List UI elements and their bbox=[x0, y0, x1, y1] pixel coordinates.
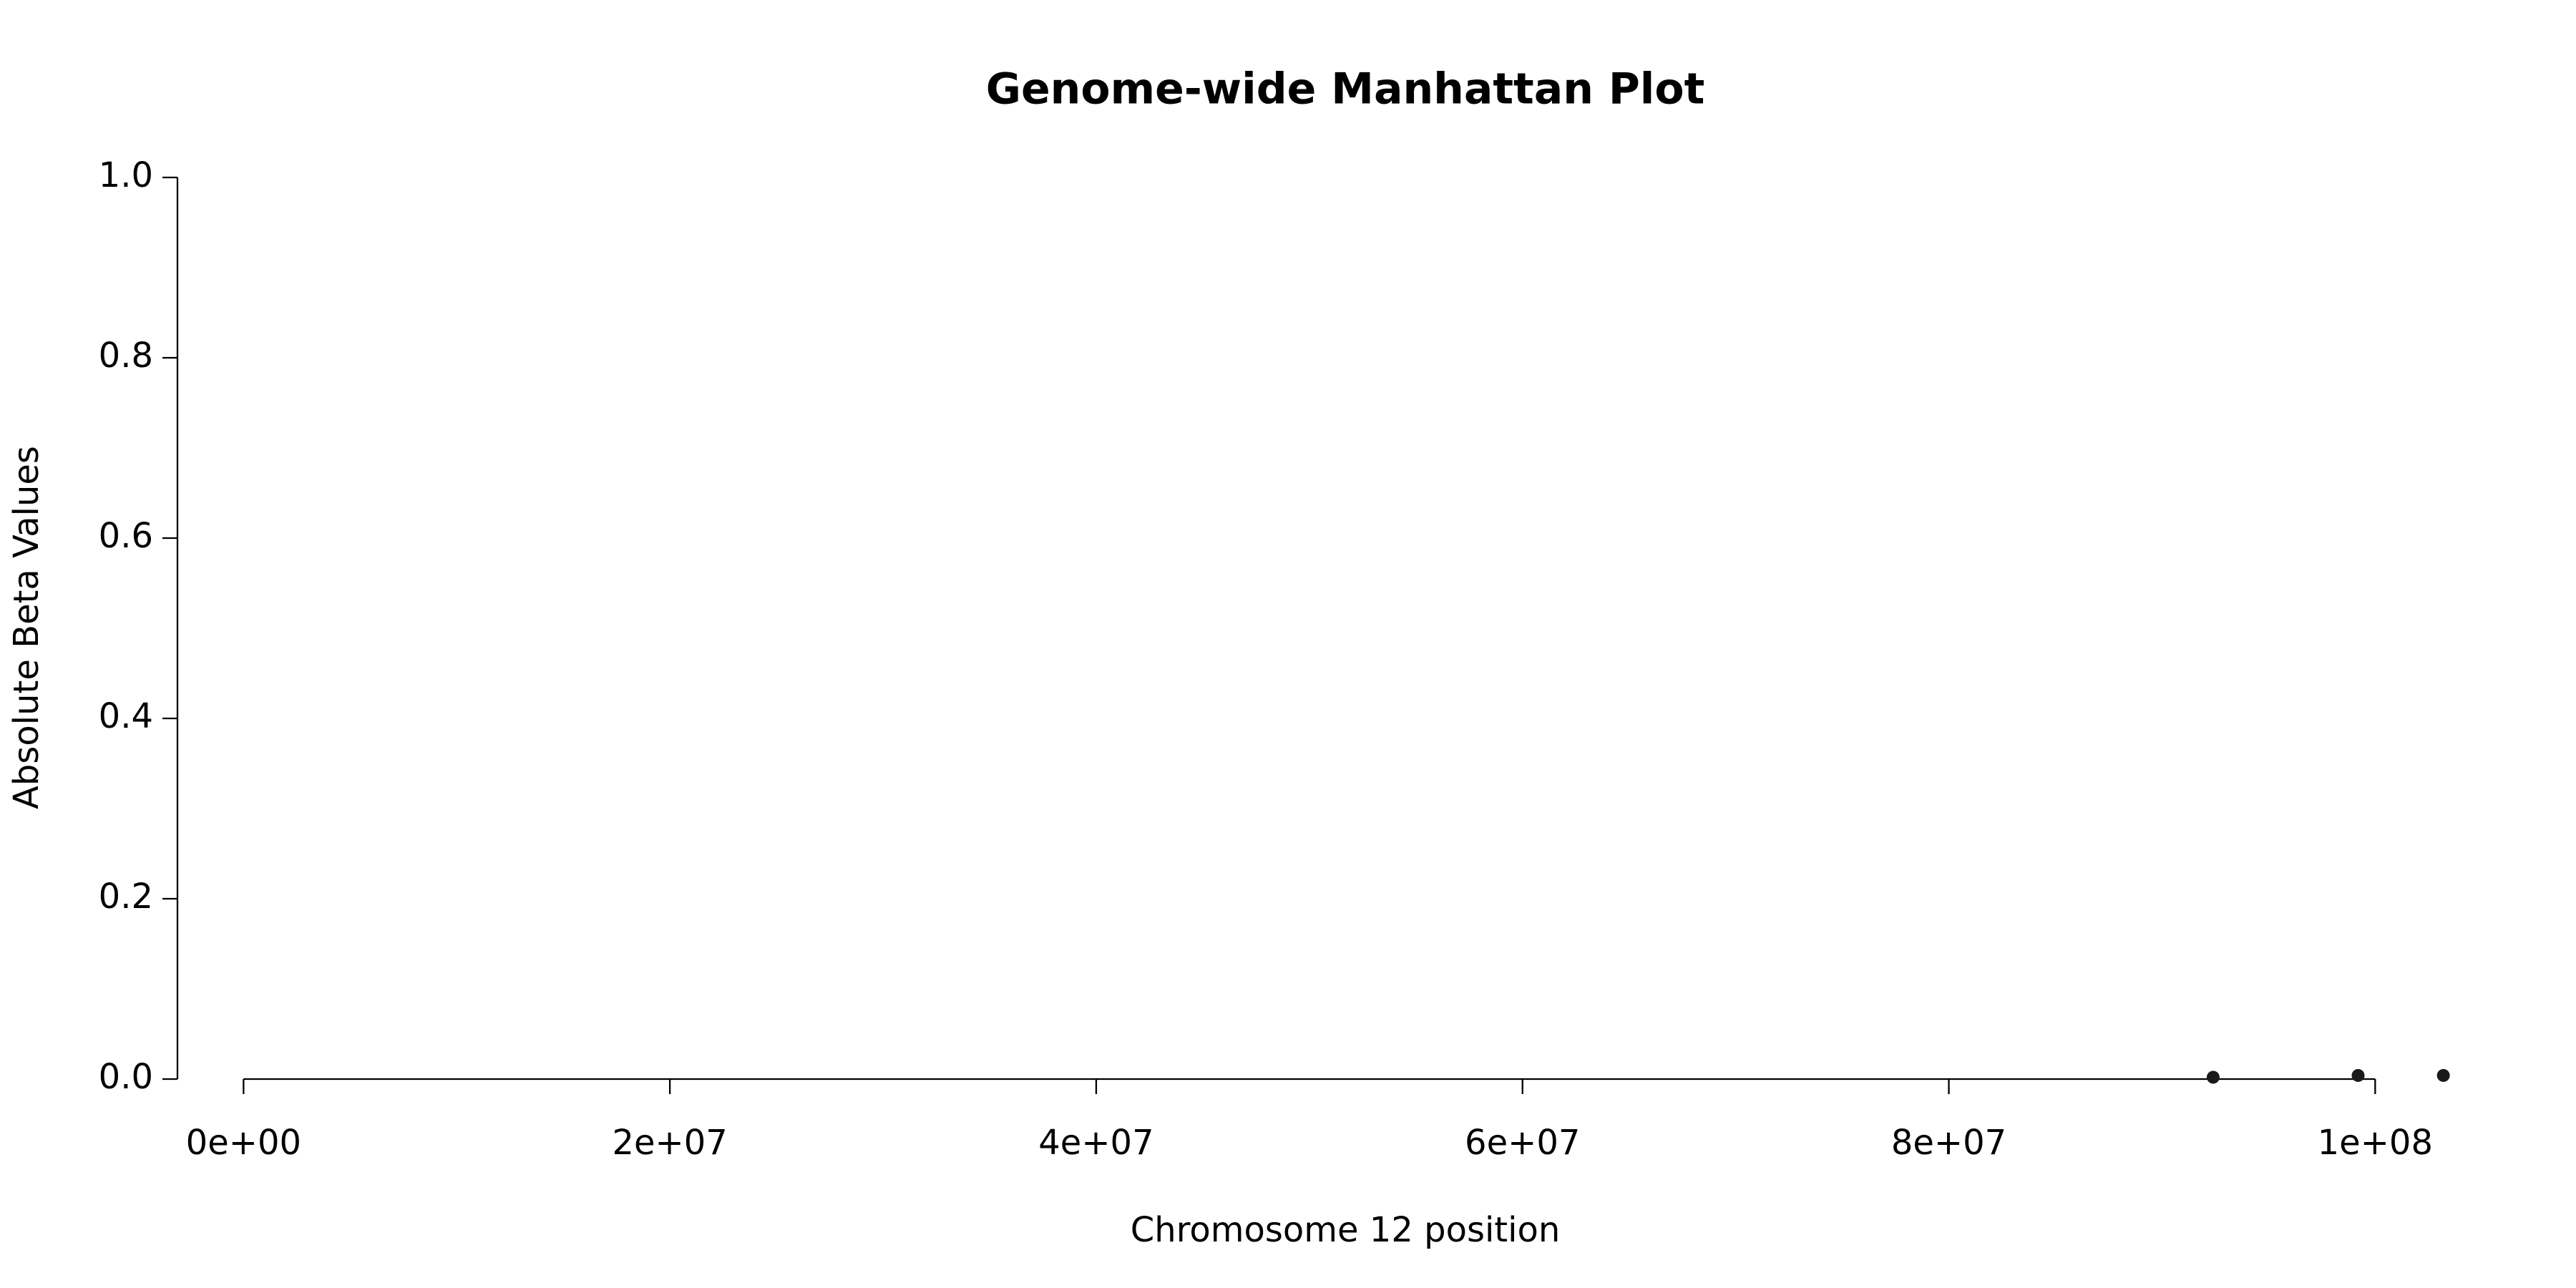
x-tick-label: 0e+00 bbox=[186, 1123, 301, 1163]
x-tick-label: 4e+07 bbox=[1038, 1123, 1153, 1163]
y-axis-label: Absolute Beta Values bbox=[6, 446, 47, 809]
chart-title: Genome-wide Manhattan Plot bbox=[986, 64, 1705, 114]
y-tick-label: 0.2 bbox=[99, 877, 153, 917]
x-axis-label: Chromosome 12 position bbox=[1131, 1210, 1561, 1250]
y-tick-label: 0.4 bbox=[99, 696, 153, 736]
x-tick-label: 8e+07 bbox=[1891, 1123, 2006, 1163]
y-tick-label: 1.0 bbox=[99, 155, 153, 195]
y-tick-label: 0.6 bbox=[99, 516, 153, 556]
y-tick-label: 0.8 bbox=[99, 336, 153, 376]
x-tick-label: 2e+07 bbox=[612, 1123, 727, 1163]
point bbox=[2351, 1068, 2365, 1082]
x-tick-label: 1e+08 bbox=[2318, 1123, 2433, 1163]
point bbox=[2206, 1070, 2220, 1084]
point bbox=[2436, 1068, 2450, 1082]
y-tick-label: 0.0 bbox=[99, 1057, 153, 1097]
x-tick-label: 6e+07 bbox=[1465, 1123, 1580, 1163]
